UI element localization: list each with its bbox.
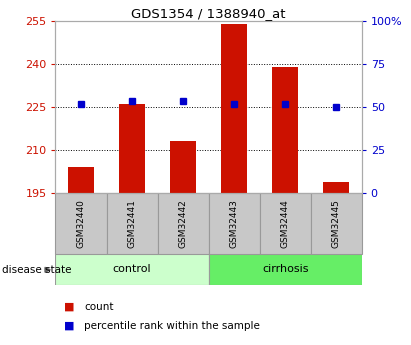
Bar [170, 141, 196, 193]
Text: GSM32445: GSM32445 [332, 199, 341, 248]
Text: GSM32444: GSM32444 [281, 199, 290, 248]
Text: ■: ■ [64, 302, 74, 312]
Bar [272, 67, 298, 193]
Bar [157, 193, 208, 254]
Bar [209, 193, 260, 254]
Text: GSM32443: GSM32443 [230, 199, 239, 248]
Bar [311, 193, 362, 254]
Text: count: count [84, 302, 114, 312]
Bar [209, 254, 362, 285]
Bar [260, 193, 311, 254]
Bar [106, 193, 157, 254]
Bar [55, 254, 209, 285]
Bar [119, 104, 145, 193]
Text: control: control [113, 264, 151, 274]
Text: cirrhosis: cirrhosis [262, 264, 308, 274]
Title: GDS1354 / 1388940_at: GDS1354 / 1388940_at [132, 7, 286, 20]
Bar [68, 167, 94, 193]
Text: GSM32442: GSM32442 [178, 199, 187, 248]
Text: GSM32441: GSM32441 [127, 199, 136, 248]
Text: GSM32440: GSM32440 [76, 199, 85, 248]
Bar [55, 193, 106, 254]
Text: ■: ■ [64, 321, 74, 331]
Bar [222, 23, 247, 193]
Bar [323, 182, 349, 193]
Text: disease state: disease state [2, 265, 72, 275]
Text: percentile rank within the sample: percentile rank within the sample [84, 321, 260, 331]
